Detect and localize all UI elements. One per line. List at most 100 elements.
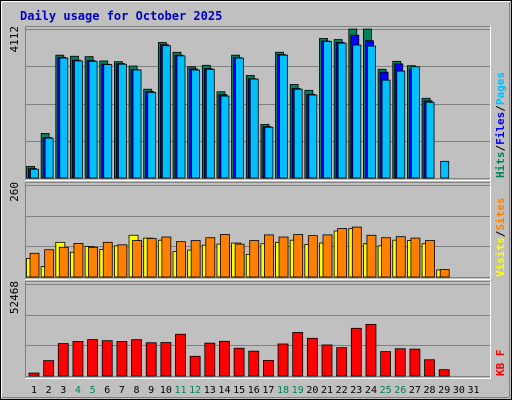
- bar-sites-day-9: [146, 238, 157, 278]
- bar-sites-day-6: [102, 241, 113, 278]
- x-tick-day-10: 10: [160, 385, 172, 396]
- chart-title: Daily usage for October 2025: [20, 9, 222, 23]
- bar-sites-day-25: [381, 237, 392, 278]
- y-max-label: 4112: [8, 26, 21, 53]
- bar-sites-day-10: [161, 236, 172, 278]
- bar-pages-day-7: [118, 63, 127, 179]
- bar-kbytes-day-12: [189, 355, 201, 377]
- bar-pages-day-26: [396, 70, 406, 179]
- x-tick-day-27: 27: [409, 385, 421, 396]
- bar-pages-day-29: [440, 160, 450, 179]
- x-tick-day-18: 18: [277, 385, 289, 396]
- bar-pages-day-9: [147, 92, 157, 179]
- bar-sites-day-20: [307, 235, 318, 278]
- x-tick-day-13: 13: [204, 385, 216, 396]
- x-tick-day-20: 20: [306, 385, 318, 396]
- legend-entry: /: [494, 145, 507, 152]
- bar-sites-day-2: [44, 249, 55, 278]
- series-legend: Visits/Sites: [494, 198, 507, 278]
- x-tick-day-6: 6: [104, 385, 110, 396]
- bar-pages-day-14: [220, 95, 230, 179]
- bar-sites-day-27: [410, 237, 421, 278]
- bar-kbytes-day-5: [87, 339, 98, 377]
- x-tick-day-14: 14: [218, 385, 230, 396]
- panel-visits-sites: 260 Visits/Sites: [8, 182, 507, 280]
- x-tick-day-9: 9: [148, 385, 154, 396]
- bar-pages-day-25: [381, 79, 391, 179]
- legend-entry: /: [494, 230, 507, 237]
- bar-sites-day-15: [234, 243, 245, 278]
- bar-sites-day-3: [58, 246, 69, 278]
- series-legend: KB F: [494, 350, 507, 377]
- x-tick-day-16: 16: [248, 385, 260, 396]
- bar-pages-day-1: [30, 168, 39, 179]
- bar-kbytes-day-15: [233, 347, 245, 377]
- legend-entry: /: [494, 105, 507, 112]
- bar-kbytes-day-10: [160, 342, 172, 377]
- bar-kbytes-day-8: [131, 339, 142, 377]
- bar-pages-day-18: [279, 54, 288, 179]
- bar-sites-day-11: [176, 241, 186, 278]
- x-tick-day-5: 5: [90, 385, 96, 396]
- bar-pages-day-11: [176, 55, 186, 179]
- y-max-label: 260: [8, 182, 21, 202]
- bar-pages-day-28: [425, 101, 435, 179]
- x-tick-day-8: 8: [134, 385, 140, 396]
- bar-sites-day-21: [322, 234, 333, 278]
- bar-sites-day-8: [132, 240, 142, 278]
- x-tick-day-15: 15: [233, 385, 245, 396]
- bar-sites-day-18: [278, 236, 289, 278]
- bar-sites-day-23: [351, 226, 362, 278]
- bar-pages-day-10: [161, 45, 171, 179]
- x-tick-day-24: 24: [365, 385, 377, 396]
- bar-sites-day-7: [117, 244, 128, 278]
- bar-pages-day-5: [88, 60, 98, 179]
- bar-kbytes-day-29: [438, 369, 450, 377]
- bar-sites-day-28: [425, 240, 435, 278]
- legend-entry: KB F: [494, 350, 507, 377]
- bar-sites-day-12: [190, 240, 201, 278]
- x-tick-day-7: 7: [119, 385, 125, 396]
- bar-sites-day-22: [337, 228, 348, 278]
- x-tick-day-26: 26: [394, 385, 406, 396]
- x-tick-day-21: 21: [321, 385, 333, 396]
- x-tick-day-19: 19: [292, 385, 304, 396]
- bar-kbytes-day-16: [248, 350, 260, 377]
- bar-kbytes-day-7: [116, 341, 128, 377]
- bar-pages-day-21: [323, 40, 332, 179]
- bar-kbytes-day-26: [394, 348, 406, 377]
- bar-sites-day-4: [73, 242, 84, 278]
- bar-pages-day-22: [337, 42, 347, 179]
- bar-pages-day-27: [410, 66, 420, 179]
- legend-entry: Pages: [494, 72, 507, 105]
- bar-pages-day-12: [191, 69, 201, 179]
- bar-sites-day-26: [395, 236, 406, 278]
- legend-entry: Sites: [494, 198, 507, 231]
- bar-pages-day-19: [293, 88, 303, 179]
- bar-kbytes-day-11: [175, 333, 186, 377]
- bar-pages-day-2: [44, 137, 54, 179]
- bar-sites-day-14: [220, 234, 230, 278]
- bar-pages-day-17: [264, 126, 274, 179]
- bar-kbytes-day-4: [72, 341, 84, 377]
- bar-sites-day-24: [366, 234, 377, 278]
- bar-kbytes-day-2: [43, 360, 55, 377]
- x-tick-day-23: 23: [350, 385, 362, 396]
- bar-pages-day-16: [249, 78, 259, 179]
- bar-kbytes-day-9: [145, 342, 157, 377]
- bar-kbytes-day-13: [204, 342, 216, 377]
- bar-kbytes-day-22: [336, 347, 348, 377]
- x-axis: 1 2 3 4 5 6 7 8 9 10 11 12 13 14 15 16 17 18 19 20 21 22 23 24 2…: [31, 385, 480, 396]
- bar-pages-day-3: [59, 57, 69, 179]
- legend-entry: Visits: [494, 237, 507, 277]
- bar-sites-day-13: [205, 237, 216, 278]
- bar-sites-day-16: [249, 240, 260, 278]
- x-tick-day-31: 31: [467, 385, 479, 396]
- bar-sites-day-1: [29, 252, 40, 278]
- x-tick-day-3: 3: [60, 385, 66, 396]
- x-tick-day-4: 4: [75, 385, 81, 396]
- legend-entry: Hits: [494, 152, 507, 179]
- bar-pages-day-6: [103, 64, 113, 179]
